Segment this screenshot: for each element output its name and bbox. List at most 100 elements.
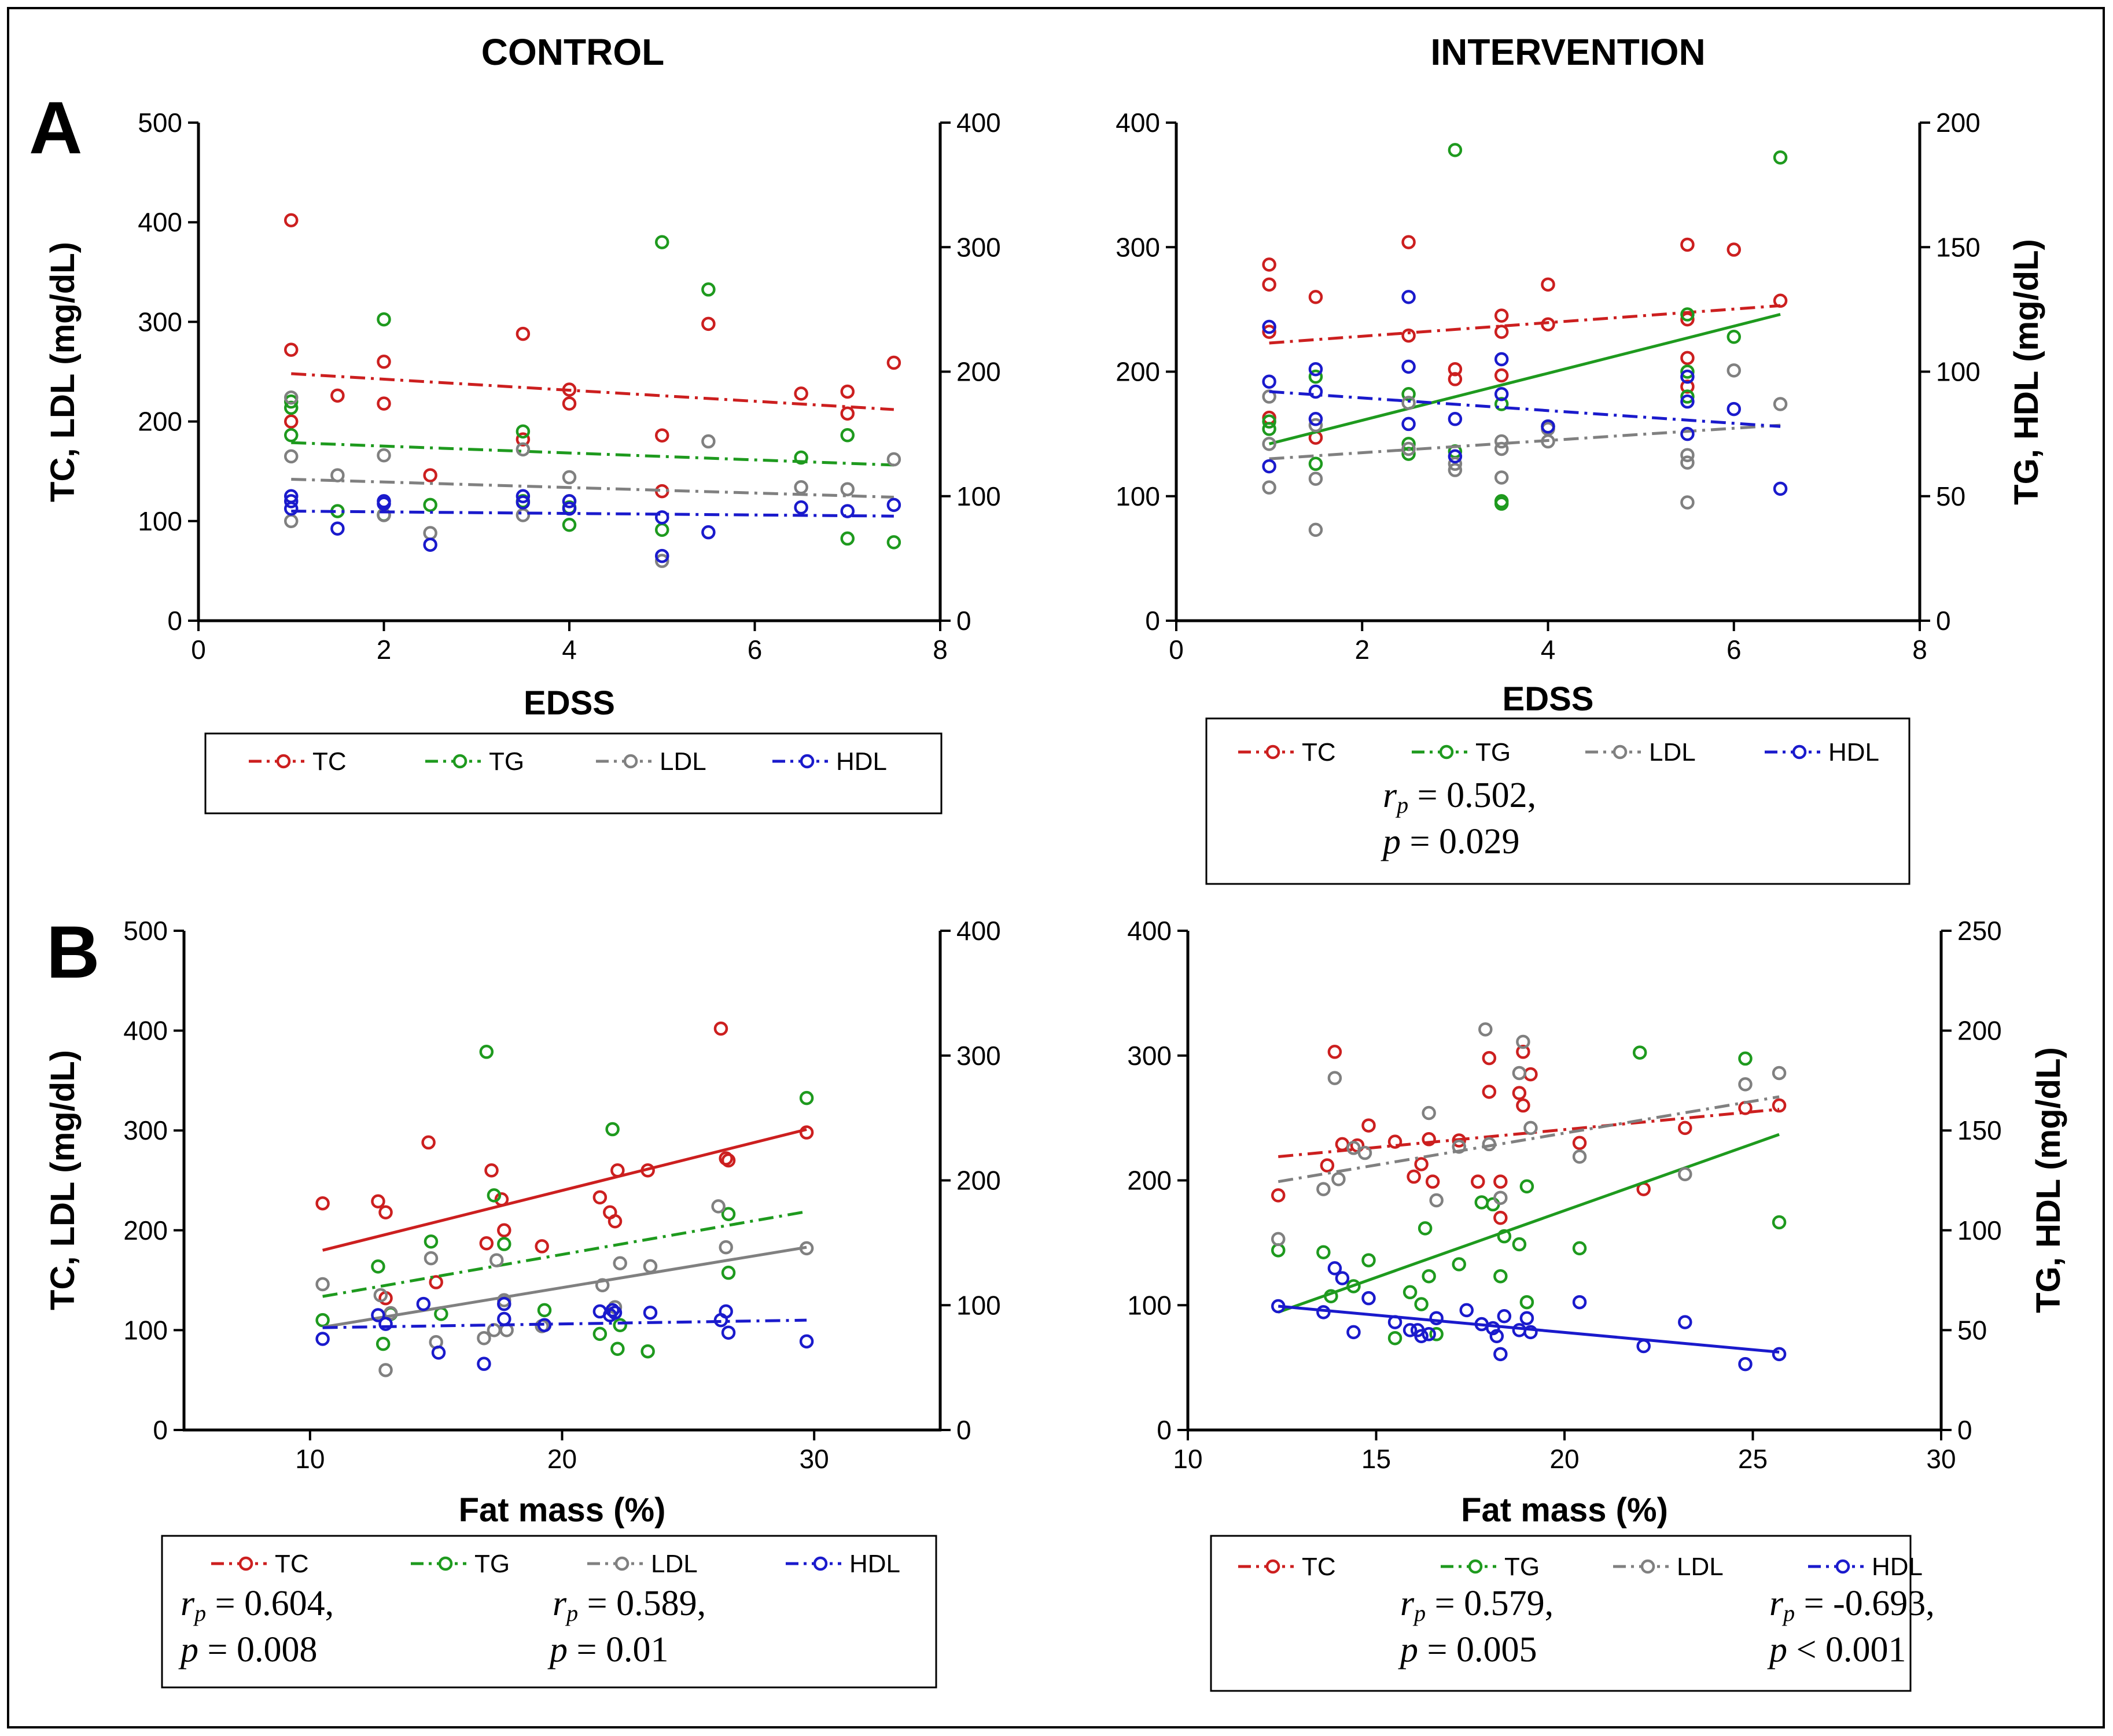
point-tc <box>1262 277 1276 292</box>
point-hdl <box>701 525 716 540</box>
point-tg <box>284 400 299 415</box>
point-hdl <box>431 1345 446 1360</box>
point-tc <box>284 213 299 228</box>
y-tick-label-left: 400 <box>123 1016 168 1046</box>
y-tick-label-left: 400 <box>1116 108 1160 138</box>
point-tg <box>701 282 716 297</box>
point-ldl <box>1772 1066 1787 1081</box>
point-hdl <box>1486 1321 1500 1336</box>
stat-p-value: < 0.001 <box>1787 1630 1906 1669</box>
point-hdl <box>1414 1329 1429 1344</box>
point-hdl <box>608 1305 623 1320</box>
x-tick-label: 8 <box>1912 635 1927 665</box>
legend-label-tg: TG <box>474 1550 510 1578</box>
legend-marker-ldl <box>623 754 638 769</box>
fit-line-hdl <box>1269 390 1781 428</box>
point-tg <box>1422 1269 1436 1284</box>
point-tg <box>1519 1179 1534 1194</box>
point-hdl <box>378 1317 393 1331</box>
y-tick-label-right: 200 <box>956 1166 1001 1196</box>
point-tg <box>840 531 855 546</box>
point-tc <box>284 342 299 357</box>
fit-line-tg <box>1278 1133 1780 1314</box>
fit-line-hdl <box>1278 1304 1780 1354</box>
y-tick-label-right: 150 <box>1936 232 1981 262</box>
point-tc <box>1494 325 1509 339</box>
y-tick-label-left: 100 <box>138 506 182 536</box>
point-hdl <box>1680 394 1695 409</box>
point-tc <box>1452 1133 1466 1148</box>
legend-marker-tc <box>276 754 291 769</box>
legend-marker-hdl <box>800 754 815 769</box>
legend-label-ldl: LDL <box>660 747 706 776</box>
y-tick-label-right: 400 <box>956 108 1001 138</box>
point-hdl <box>1572 1295 1587 1310</box>
x-tick-label: 25 <box>1738 1444 1768 1474</box>
point-tg <box>1401 447 1416 461</box>
y-tick-label-left: 0 <box>153 1415 168 1445</box>
point-tc <box>640 1163 655 1178</box>
point-ldl <box>1482 1137 1497 1152</box>
point-hdl <box>1494 352 1509 367</box>
y-tick-label-left: 200 <box>1116 357 1160 387</box>
point-tc <box>1361 1118 1376 1133</box>
point-tg <box>1680 364 1695 379</box>
point-hdl <box>1493 1347 1508 1362</box>
point-tc <box>1448 362 1463 377</box>
x-tick-label: 20 <box>1549 1444 1579 1474</box>
legend-a-control: TC TG LDL HDL <box>204 732 943 814</box>
point-tg <box>516 424 531 439</box>
stat-r-value: = 0.589, <box>578 1584 706 1623</box>
plot-b-intervention: 10 15 20 25 300100200300400050100150200250Fa… <box>1127 916 2067 1529</box>
point-tg <box>1452 1257 1466 1271</box>
stat-int-b-1-p: p = 0.005 <box>1398 1630 1537 1669</box>
stat-r-value: = 0.604, <box>206 1584 334 1623</box>
point-hdl <box>1262 459 1276 474</box>
point-ldl <box>1680 495 1695 510</box>
point-ldl <box>1357 1145 1372 1160</box>
y-tick-label-left: 300 <box>1116 232 1160 262</box>
point-hdl <box>1772 1347 1787 1362</box>
point-tc <box>1414 1157 1429 1171</box>
point-tc <box>284 414 299 429</box>
point-hdl <box>886 497 901 513</box>
point-hdl <box>655 510 669 525</box>
y-tick-label-left: 200 <box>1127 1166 1172 1196</box>
legend-marker-tg <box>452 754 467 769</box>
point-tc <box>1680 237 1695 252</box>
point-tg <box>479 1045 494 1059</box>
point-tc <box>1493 1210 1508 1225</box>
point-tc <box>479 1236 494 1251</box>
fit-line-tc <box>1278 1108 1780 1158</box>
point-ldl <box>1327 1071 1342 1085</box>
point-tc <box>497 1223 511 1238</box>
point-tc <box>799 1125 814 1140</box>
point-tc <box>608 1214 623 1229</box>
point-ldl <box>1401 396 1416 410</box>
x-axis-label: EDSS <box>524 684 615 722</box>
legend-box <box>1210 1535 1912 1692</box>
point-hdl <box>1316 1305 1331 1319</box>
stat-r-symbol: r <box>1769 1584 1784 1623</box>
stat-r-subscript: p <box>1781 1600 1795 1626</box>
point-tc <box>1422 1132 1436 1147</box>
point-tg <box>1572 1241 1587 1256</box>
y-tick-label-right: 0 <box>956 606 971 636</box>
point-tg <box>1772 1215 1787 1230</box>
stat-r-symbol: r <box>181 1584 195 1623</box>
x-tick-label: 30 <box>1926 1444 1956 1474</box>
point-tc <box>429 1275 443 1289</box>
point-tg <box>537 1303 552 1318</box>
y-tick-label-right: 0 <box>956 1415 971 1445</box>
y-tick-label-right: 400 <box>956 916 1001 946</box>
point-tc <box>535 1239 549 1254</box>
point-tg <box>592 1326 608 1341</box>
point-hdl <box>1680 426 1695 441</box>
point-ldl <box>711 1199 726 1214</box>
stat-r-value: = 0.502, <box>1408 776 1536 815</box>
point-tc <box>1541 317 1555 331</box>
point-tg <box>1680 389 1695 404</box>
stat-int-a-r: rp = 0.502, <box>1383 776 1536 818</box>
stat-p-value: = 0.029 <box>1401 822 1519 861</box>
point-hdl <box>1541 419 1555 434</box>
